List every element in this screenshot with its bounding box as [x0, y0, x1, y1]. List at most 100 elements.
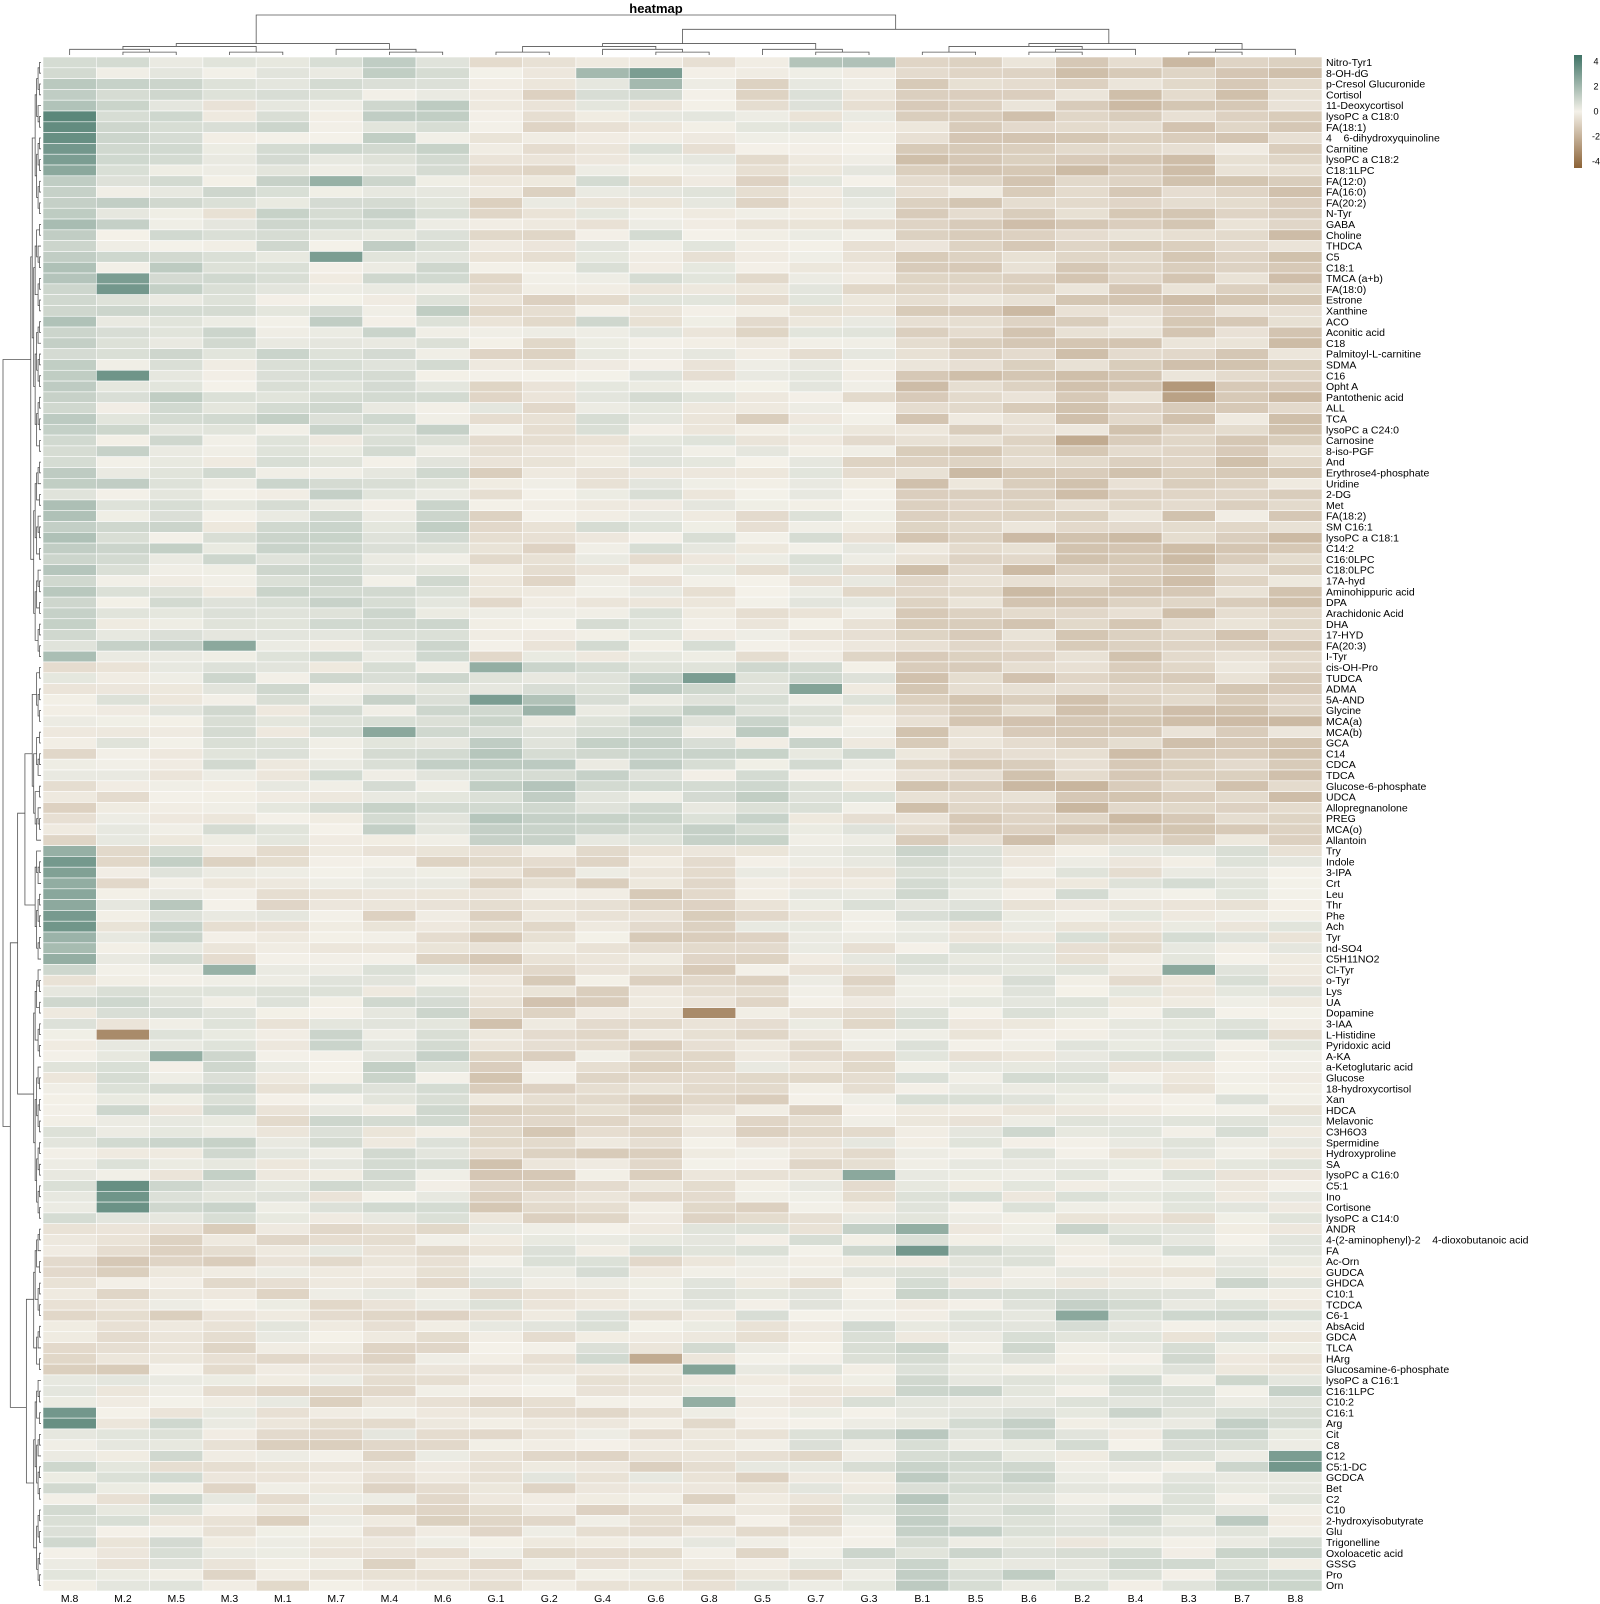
heatmap-cell: [1055, 974, 1110, 987]
heatmap-cell: [309, 996, 364, 1008]
heatmap-cell: [1268, 175, 1323, 187]
heatmap-cell: [842, 132, 896, 144]
heatmap-cell: [895, 1288, 950, 1300]
heatmap-cell: [895, 953, 950, 965]
heatmap-cell: [1055, 132, 1110, 144]
heatmap-cell: [628, 726, 683, 738]
row-dendrogram-branch: [24, 753, 36, 906]
heatmap-cell: [628, 748, 683, 760]
legend-tick-label: 0: [1593, 107, 1598, 117]
heatmap-cell: [948, 402, 1003, 414]
heatmap-cell: [628, 1180, 683, 1192]
heatmap-cell: [895, 1212, 950, 1225]
heatmap-cell: [202, 78, 257, 90]
heatmap-cell: [1161, 1212, 1216, 1225]
heatmap-cell: [788, 1039, 843, 1052]
heatmap-cell: [309, 618, 364, 630]
heatmap-cell: [1215, 1180, 1270, 1192]
heatmap-cell: [788, 1082, 843, 1095]
heatmap-cell: [202, 445, 257, 457]
column-label: B.5: [968, 1593, 984, 1604]
heatmap-cell: [1268, 985, 1323, 998]
heatmap-cell: [1215, 694, 1270, 706]
heatmap-cell: [522, 1136, 577, 1149]
heatmap-cell: [575, 780, 630, 792]
heatmap-cell: [415, 1061, 470, 1073]
heatmap-cell: [255, 888, 310, 900]
column-dendrogram-branch: [948, 46, 1083, 53]
heatmap-cell: [202, 110, 257, 123]
heatmap-cell: [522, 1115, 577, 1127]
heatmap-cell: [469, 553, 523, 566]
heatmap-cell: [1161, 143, 1216, 155]
heatmap-cell: [1215, 1072, 1270, 1084]
heatmap-cell: [1055, 1082, 1110, 1095]
heatmap-cell: [1055, 1093, 1110, 1106]
heatmap-cell: [628, 359, 683, 371]
heatmap-cell: [1055, 1288, 1110, 1300]
heatmap-cell: [682, 207, 737, 220]
heatmap-cell: [149, 186, 204, 198]
heatmap-cell: [788, 704, 843, 717]
heatmap-cell: [1161, 1028, 1216, 1041]
heatmap-cell: [255, 532, 310, 544]
heatmap-cell: [95, 218, 150, 231]
heatmap-cell: [1215, 283, 1270, 295]
heatmap-cell: [1215, 607, 1270, 620]
heatmap-cell: [42, 186, 97, 198]
heatmap-cell: [149, 1353, 204, 1365]
heatmap-cell: [788, 391, 843, 403]
heatmap-cell: [735, 521, 790, 533]
heatmap-cell: [522, 305, 577, 317]
heatmap-cell: [788, 877, 843, 890]
column-label: M.3: [221, 1593, 239, 1604]
heatmap-cell: [469, 1320, 523, 1333]
heatmap-cell: [895, 1018, 950, 1030]
heatmap-cell: [628, 1547, 683, 1559]
heatmap-cell: [628, 1515, 683, 1527]
row-dendrogram-branch: [34, 866, 37, 928]
heatmap-cell: [1108, 1007, 1163, 1019]
heatmap-cell: [415, 1266, 470, 1279]
heatmap-cell: [895, 704, 950, 717]
heatmap-cell: [42, 1558, 97, 1570]
heatmap-cell: [362, 456, 417, 468]
heatmap-cell: [149, 1061, 204, 1073]
heatmap-cell: [255, 1536, 310, 1549]
heatmap-cell: [628, 1385, 683, 1397]
heatmap-cell: [42, 661, 97, 674]
heatmap-cell: [1055, 251, 1110, 263]
heatmap-cell: [255, 1191, 310, 1203]
heatmap-cell: [149, 996, 204, 1008]
column-label: G.2: [541, 1593, 558, 1604]
heatmap-cell: [42, 478, 97, 490]
heatmap-cell: [255, 1288, 310, 1300]
heatmap-cell: [149, 413, 204, 425]
heatmap-cell: [95, 877, 150, 890]
heatmap-cell: [362, 1136, 417, 1149]
heatmap-cell: [1268, 1482, 1323, 1495]
heatmap-cell: [788, 1255, 843, 1268]
heatmap-cell: [255, 1569, 310, 1581]
heatmap-cell: [469, 683, 523, 695]
heatmap-cell: [95, 1018, 150, 1030]
heatmap-cell: [682, 1288, 737, 1300]
heatmap-cell: [735, 1493, 790, 1505]
heatmap-cell: [255, 337, 310, 349]
heatmap-cell: [149, 315, 204, 328]
heatmap-cell: [948, 942, 1003, 954]
heatmap-cell: [1001, 1115, 1056, 1127]
heatmap-cell: [735, 737, 790, 749]
heatmap-cell: [522, 348, 577, 360]
heatmap-cell: [575, 1191, 630, 1203]
heatmap-cell: [95, 715, 150, 728]
heatmap-cell: [255, 1245, 310, 1257]
row-dendrogram-branch: [39, 1045, 41, 1057]
heatmap-cell: [682, 1007, 737, 1019]
heatmap-cell: [1268, 132, 1323, 144]
heatmap-cell: [362, 143, 417, 155]
heatmap-cell: [1268, 726, 1323, 738]
row-dendrogram-branch: [36, 737, 40, 765]
heatmap-cell: [682, 391, 737, 403]
heatmap-cell: [149, 1245, 204, 1257]
